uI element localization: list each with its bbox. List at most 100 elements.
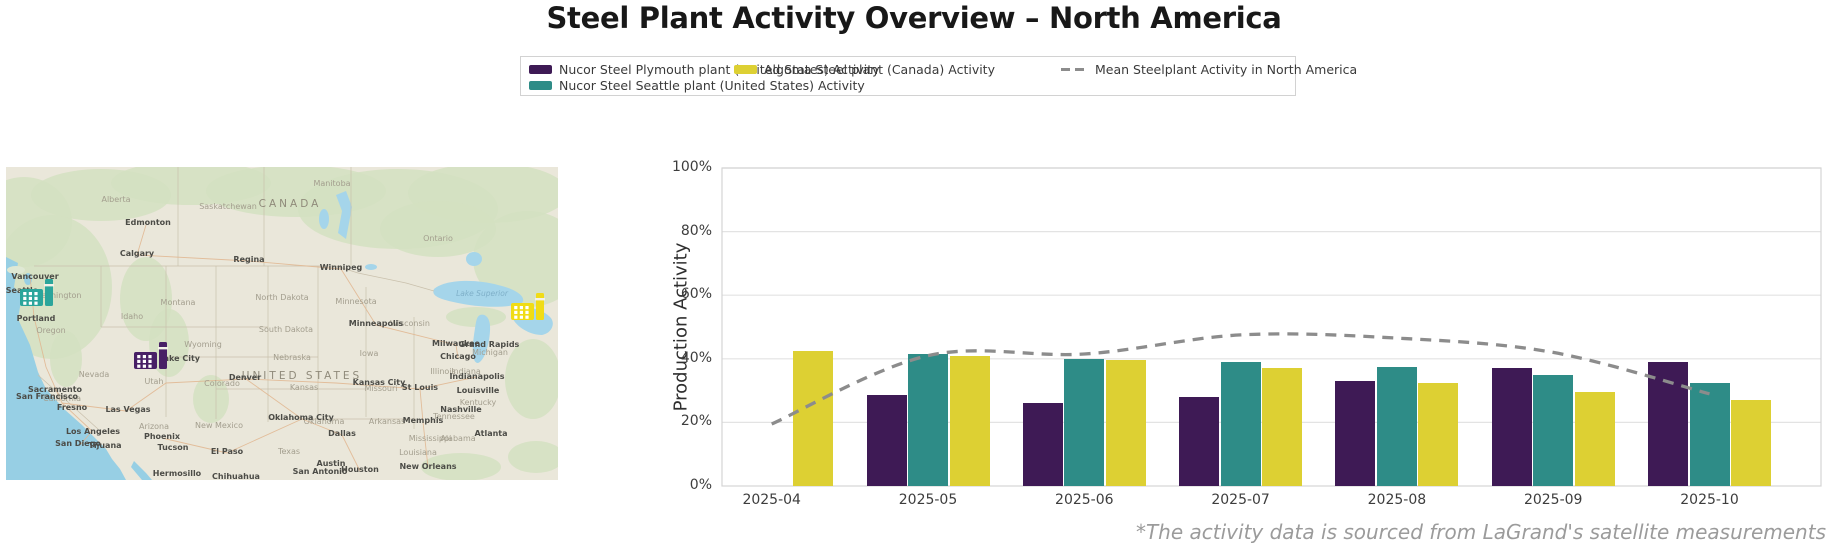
bar-2025-10-series0 [1648, 361, 1688, 486]
map-region-label: Alberta [101, 195, 130, 204]
legend-dashed-line-icon [1061, 68, 1088, 71]
factory-marker-algoma[interactable] [511, 293, 545, 320]
map-region-label: Minnesota [335, 297, 376, 306]
map-city-label: Dallas [328, 429, 356, 438]
x-tick-2025-06: 2025-06 [1055, 492, 1114, 508]
legend-label-seattle: Nucor Steel Seattle plant (United States… [559, 78, 865, 93]
bar-2025-09-series0 [1491, 368, 1532, 486]
map-city-label: Edmonton [125, 218, 171, 227]
bar-2025-10-series1 [1689, 382, 1730, 486]
map-road [340, 268, 459, 359]
map-water-label: Lake Superior [456, 289, 509, 298]
x-tick-2025-09: 2025-09 [1523, 492, 1583, 508]
x-tick-2025-05: 2025-05 [898, 492, 958, 508]
map-city-label: Kansas City [353, 378, 406, 387]
map-border-line [37, 374, 99, 430]
map-region-label: Colorado [204, 379, 240, 388]
map-road [161, 418, 303, 454]
map-region-label: Mississippi [409, 434, 452, 443]
map-city-label: Regina [233, 255, 264, 264]
map-terrain [508, 441, 558, 473]
bar-2025-05-series1 [908, 354, 948, 486]
bar-2025-10-series2 [1731, 400, 1771, 486]
y-tick-100%: 100% [671, 159, 712, 175]
basemap: Alberta Saskatchewan Manitoba Ontario Washin… [6, 167, 558, 480]
map-region-label: Nebraska [273, 353, 311, 362]
map-city-label: Minneapolis [349, 319, 404, 328]
bar-2025-08-series1 [1376, 366, 1417, 486]
x-tick-2025-10: 2025-10 [1680, 492, 1739, 508]
map-region-label: Nevada [79, 370, 110, 379]
bar-2025-07-series0 [1179, 396, 1220, 486]
map-region-label: Texas [277, 447, 300, 456]
map-city-label: St Louis [402, 383, 438, 392]
bar-2025-06-series0 [1022, 403, 1063, 486]
map-terrain [505, 339, 558, 419]
map-city-label: Grand Rapids [459, 340, 520, 349]
legend-label-mean: Mean Steelplant Activity in North Americ… [1095, 62, 1358, 77]
lake-superior [433, 280, 524, 307]
map-city-label: Phoenix [144, 432, 181, 441]
map-region-label: New Mexico [195, 421, 243, 430]
map-city-label: Calgary [120, 249, 155, 258]
map-region-label: Kansas [290, 383, 318, 392]
map-city-label: Vancouver [11, 272, 58, 281]
map-region-label: Saskatchewan [199, 202, 257, 211]
legend-swatch-seattle-icon [529, 81, 552, 90]
map-region-label: Tennessee [432, 412, 475, 421]
map-region-label: South Dakota [259, 325, 313, 334]
map-city-label: Tucson [158, 443, 189, 452]
legend-label-plymouth: Nucor Steel Plymouth plant (United State… [559, 62, 880, 77]
y-tick-60%: 60% [680, 286, 712, 303]
map-city-label: Louisville [457, 386, 500, 395]
map-road [29, 274, 93, 446]
y-axis-label: Production Activity [670, 242, 692, 412]
plot-border [721, 167, 1822, 487]
bar-2025-04-series2 [793, 350, 834, 486]
bar-2025-07-series1 [1220, 361, 1261, 486]
map-city-label: San Diego [55, 439, 101, 448]
map-region-label: Arkansas [369, 417, 405, 426]
map-region-label: Missouri [365, 384, 398, 393]
map-country-label: CANADA [259, 198, 322, 210]
map-region-label: North Dakota [255, 293, 308, 302]
y-tick-20%: 20% [680, 413, 712, 430]
map-road [245, 378, 361, 472]
map-city-label: Oklahoma City [268, 413, 334, 422]
lake-michigan [472, 314, 491, 363]
map-city-label: Portland [17, 314, 56, 323]
y-tick-0%: 0% [689, 477, 712, 493]
map-panel[interactable]: Alberta Saskatchewan Manitoba Ontario Washin… [6, 167, 558, 480]
map-city-label: Indianapolis [449, 372, 504, 381]
factory-marker-nucor[interactable] [134, 342, 168, 369]
map-city-label: Sacramento [28, 385, 83, 394]
footnote: *The activity data is sourced from LaGra… [1135, 520, 1826, 544]
map-city-label: Austin [317, 459, 346, 468]
map-region-label: Kentucky [460, 398, 497, 407]
factory-marker-nucor[interactable] [20, 279, 54, 306]
x-tick-2025-07: 2025-07 [1211, 492, 1270, 508]
map-region-label: Idaho [121, 312, 143, 321]
map-city-label: New Orleans [399, 462, 456, 471]
map-border-line [34, 265, 435, 292]
map-region-label: Wisconsin [390, 319, 430, 328]
bar-2025-09-series2 [1574, 392, 1615, 486]
map-region-label: Utah [145, 377, 164, 386]
y-tick-80%: 80% [680, 222, 712, 239]
map-city-label: Houston [341, 465, 379, 474]
legend-item-algoma: Algoma Steel plant (Canada) Activity [734, 62, 995, 77]
lake-winnipeg [336, 191, 352, 239]
map-region-label: Manitoba [313, 179, 350, 188]
map-road [136, 224, 342, 270]
map-city-label: Los Angeles [66, 427, 120, 436]
page-title: Steel Plant Activity Overview – North Am… [546, 1, 1282, 35]
map-region-label: Iowa [360, 349, 379, 358]
map-city-label: Milwaukee [432, 339, 480, 348]
map-region-label: Oregon [36, 326, 65, 335]
map-region-label: Alabama [440, 434, 475, 443]
map-country-label: UNITED STATES [242, 370, 362, 382]
bar-2025-08-series2 [1418, 382, 1459, 486]
map-region-label: Indiana [451, 367, 481, 376]
map-city-label: San Francisco [16, 392, 79, 401]
